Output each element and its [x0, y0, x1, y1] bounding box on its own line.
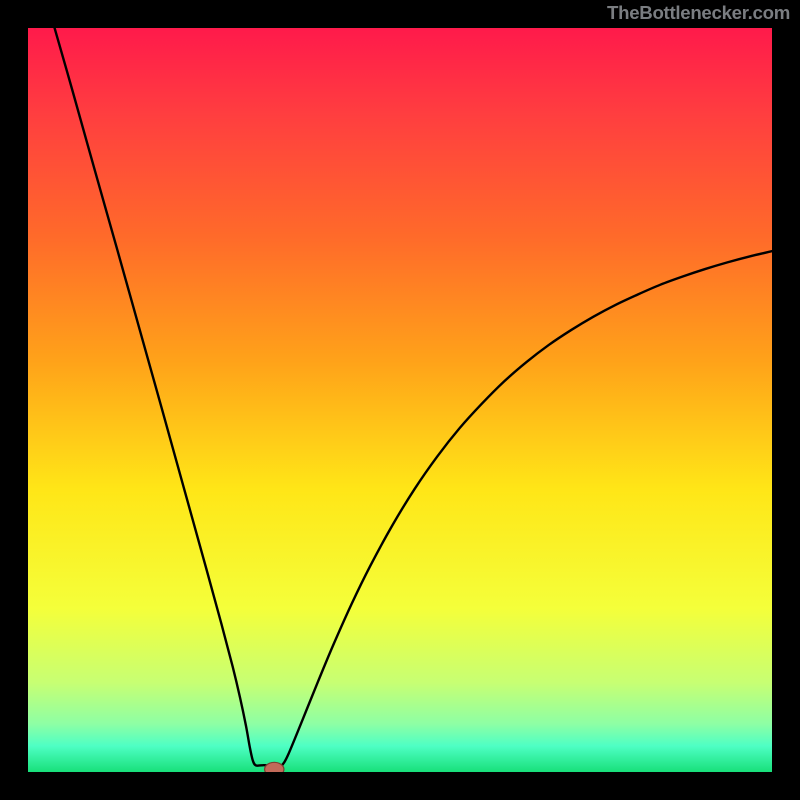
gradient-background [28, 28, 772, 772]
watermark-text: TheBottlenecker.com [607, 2, 790, 24]
bottleneck-curve-chart [0, 0, 800, 800]
chart-stage: TheBottlenecker.com [0, 0, 800, 800]
